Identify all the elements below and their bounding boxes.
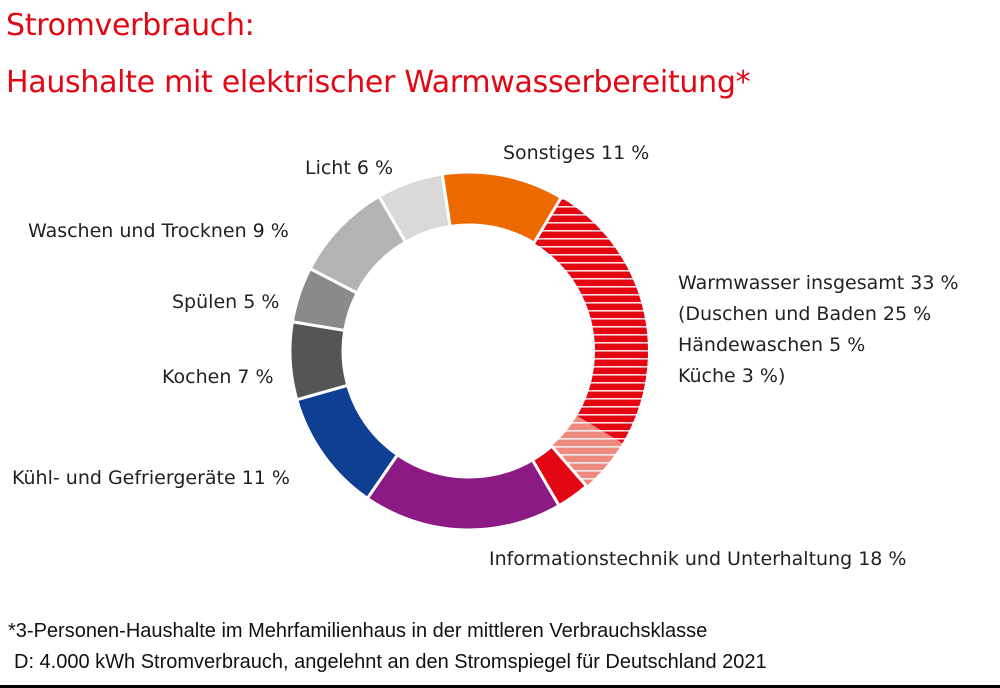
label-kuehl: Kühl- und Gefriergeräte 11 % <box>12 467 290 489</box>
label-sonstiges: Sonstiges 11 % <box>503 142 650 164</box>
label-info: Informationstechnik und Unterhaltung 18 … <box>489 548 907 570</box>
bottom-border <box>0 685 1000 688</box>
footnote-line2: D: 4.000 kWh Stromverbrauch, angelehnt a… <box>14 651 767 673</box>
label-warmwasser-total: Warmwasser insgesamt 33 % <box>678 272 959 294</box>
label-kueche: Küche 3 %) <box>678 365 786 387</box>
slice-duschen-und-baden <box>533 197 648 444</box>
label-duschen: (Duschen und Baden 25 % <box>678 303 932 325</box>
chart-subtitle: Haushalte mit elektrischer Warmwasserber… <box>6 65 751 100</box>
label-licht: Licht 6 % <box>305 157 394 179</box>
slice-kochen <box>288 320 350 402</box>
label-spuelen: Spülen 5 % <box>172 291 280 313</box>
slice-sonstiges <box>440 170 564 246</box>
chart-title: Stromverbrauch: <box>6 8 255 43</box>
label-kochen: Kochen 7 % <box>162 366 274 388</box>
footnote-line1: *3-Personen-Haushalte im Mehrfamilienhau… <box>8 620 708 642</box>
label-waschen: Waschen und Trocknen 9 % <box>28 220 289 242</box>
slice-informationstechnik-und-unterhaltung <box>365 452 562 532</box>
label-warmwasser: Warmwasser insgesamt 33 % (Duschen und B… <box>678 268 959 392</box>
label-haendewaschen: Händewaschen 5 % <box>678 334 866 356</box>
slice-händewaschen <box>551 415 623 487</box>
